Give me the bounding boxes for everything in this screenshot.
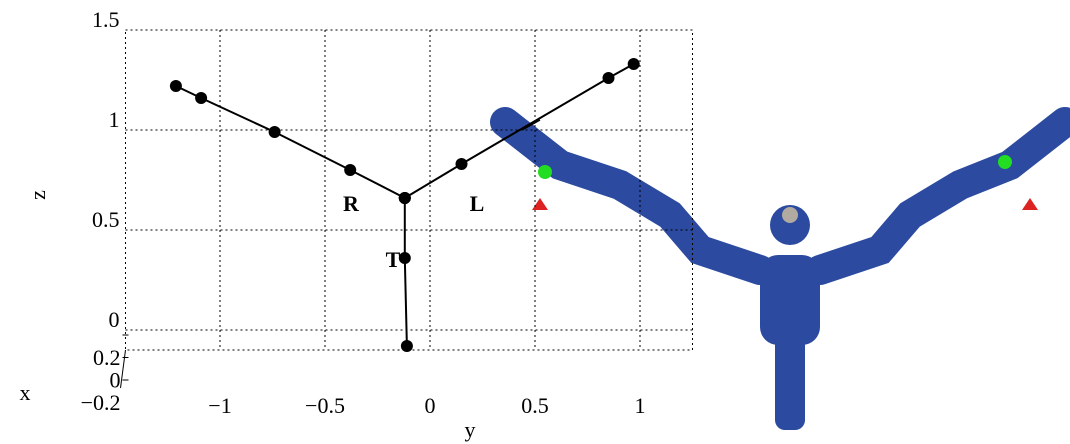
joint [602,72,615,84]
series-label: T [386,247,401,272]
joint [268,126,281,138]
skeleton-line [404,63,635,199]
x-tick-label: 0.2 [93,345,121,370]
z-tick-label: 1 [109,107,120,132]
robot-torso [760,255,820,345]
plot: 00.511.5−1 −0.5 0 0.5 1−0.200.2R LT [81,7,693,418]
skeleton-line [403,198,408,347]
joint [400,340,413,352]
z-tick-label: 0 [109,307,120,332]
x-tick-label: −0.2 [81,390,121,415]
joint [398,252,411,264]
y-tick-label: 0 [425,393,436,418]
robot-waist [775,330,805,430]
y-tick-label: 0.5 [521,393,549,418]
joint [398,192,411,204]
joint [455,158,468,170]
x-axis-line [120,349,126,389]
right-target [998,155,1012,169]
joint [344,164,357,176]
y-tick-label: −0.5 [305,393,345,418]
x-axis-label: x [20,380,31,405]
frame-marker [1022,198,1038,210]
y-tick-label: 1 [635,393,646,418]
joint [169,80,182,92]
annotation-arrow [521,119,541,131]
robot-render [490,107,1070,430]
z-tick-label: 1.5 [92,7,120,32]
robot-face [782,207,798,223]
frame-marker [532,198,548,210]
x-tick-label: 0 [110,368,121,393]
series-label: L [470,191,485,216]
skeleton-line [175,85,406,199]
joint [627,58,640,70]
robot-head [770,205,810,245]
y-axis-label: y [465,417,476,442]
z-tick-label: 0.5 [92,207,120,232]
series-label: R [343,191,360,216]
y-tick-label: −1 [208,393,231,418]
z-axis-label: z [25,190,50,200]
joint [195,92,208,104]
robot-arms [490,107,1070,285]
left-target [538,165,552,179]
